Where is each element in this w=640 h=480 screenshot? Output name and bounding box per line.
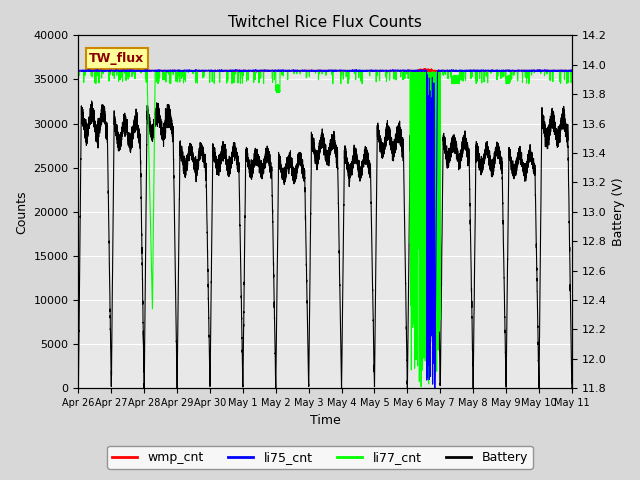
Y-axis label: Counts: Counts (15, 190, 28, 234)
Title: Twitchel Rice Flux Counts: Twitchel Rice Flux Counts (228, 15, 422, 30)
Bar (79, 36, 572, 71)
Y-axis label: Battery (V): Battery (V) (612, 178, 625, 246)
X-axis label: Time: Time (310, 414, 340, 427)
Legend: wmp_cnt, li75_cnt, li77_cnt, Battery: wmp_cnt, li75_cnt, li77_cnt, Battery (107, 446, 533, 469)
Text: TW_flux: TW_flux (89, 52, 145, 65)
